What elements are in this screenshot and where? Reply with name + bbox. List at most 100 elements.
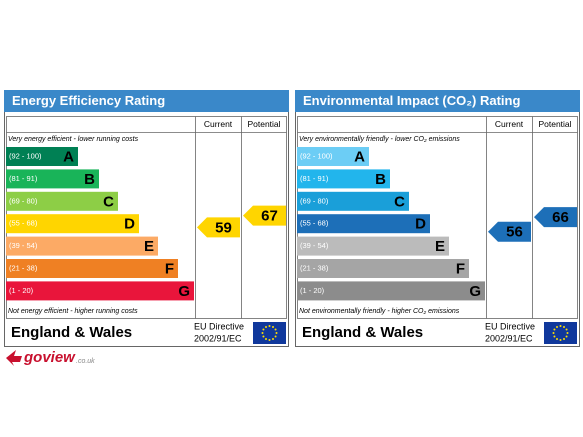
rating-panel: Energy Efficiency Rating Current Potential…	[4, 90, 289, 347]
column-header: Current	[495, 119, 524, 129]
eu-star	[556, 325, 558, 328]
panel-title: Environmental Impact (CO₂) Rating	[303, 93, 520, 108]
band-letter: F	[165, 260, 174, 277]
rating-value: 56	[506, 224, 523, 241]
band-letter: G	[178, 283, 190, 300]
rating-band	[6, 169, 99, 189]
band-letter: D	[415, 216, 426, 233]
column-header: Current	[204, 119, 233, 129]
band-letter: C	[103, 193, 114, 210]
footer-region: England & Wales	[302, 324, 423, 341]
rating-band	[6, 147, 78, 166]
rating-band	[297, 214, 430, 234]
directive: 2002/91/EC	[194, 333, 242, 343]
eu-star	[262, 335, 265, 338]
rating-arrow	[197, 217, 240, 238]
rating-band	[6, 281, 194, 301]
band-range: (1 - 20)	[300, 286, 325, 295]
rating-arrow	[243, 205, 286, 226]
footer-region: England & Wales	[11, 324, 132, 341]
top-note: Very energy efficient - lower running co…	[8, 136, 139, 143]
eu-star	[275, 332, 278, 334]
rating-value: 67	[261, 208, 278, 225]
band-letter: A	[354, 148, 365, 165]
eu-star	[556, 338, 558, 341]
band-letter: E	[435, 238, 445, 255]
band-range: (55 - 68)	[300, 219, 329, 228]
rating-band	[6, 191, 118, 211]
eu-star	[274, 328, 277, 331]
eu-star	[262, 328, 265, 331]
top-note: Very environmentally friendly - lower CO…	[299, 136, 460, 143]
rating-band	[6, 214, 139, 234]
band-range: (21 - 38)	[9, 263, 38, 272]
band-range: (39 - 54)	[9, 241, 38, 250]
band-range: (81 - 91)	[9, 174, 38, 183]
band-range: (21 - 38)	[300, 263, 329, 272]
band-range: (39 - 54)	[300, 241, 329, 250]
rating-band	[297, 236, 449, 256]
eu-star	[274, 335, 277, 338]
panel-title: Energy Efficiency Rating	[12, 93, 165, 108]
band-letter: A	[63, 148, 74, 165]
rating-band	[297, 259, 469, 278]
rating-band	[297, 147, 369, 166]
band-range: (69 - 80)	[300, 196, 329, 205]
eu-star	[272, 325, 274, 328]
eu-star	[268, 325, 271, 327]
band-letter: D	[124, 216, 135, 233]
rating-band	[297, 281, 485, 301]
directive: EU Directive	[194, 321, 244, 331]
rating-panel: Environmental Impact (CO₂) Rating Current…	[295, 90, 580, 347]
eu-star	[265, 338, 267, 341]
band-letter: B	[84, 171, 95, 188]
band-range: (69 - 80)	[9, 196, 38, 205]
eu-star	[261, 332, 264, 334]
band-range: (55 - 68)	[9, 219, 38, 228]
eu-star	[565, 335, 568, 338]
rating-band	[6, 259, 178, 278]
eu-star	[553, 328, 556, 331]
rating-arrow	[534, 207, 577, 228]
band-range: (81 - 91)	[300, 174, 329, 183]
bottom-note: Not energy efficient - higher running co…	[8, 308, 138, 315]
eu-star	[265, 325, 267, 328]
eu-star	[268, 339, 271, 341]
eu-star	[553, 335, 556, 338]
eu-star	[559, 339, 562, 341]
eu-star	[563, 325, 565, 328]
rating-band	[297, 191, 409, 211]
bottom-note: Not environmentally friendly - higher CO…	[299, 308, 460, 315]
band-letter: B	[375, 171, 386, 188]
eu-star	[565, 328, 568, 331]
eu-flag	[253, 322, 286, 344]
logo: goview .co.uk	[6, 349, 95, 366]
band-range: (1 - 20)	[9, 286, 34, 295]
rating-band	[297, 169, 390, 189]
eu-star	[552, 332, 555, 334]
panel-header	[4, 90, 289, 112]
directive: 2002/91/EC	[485, 333, 533, 343]
eu-star	[566, 332, 569, 334]
rating-value: 66	[552, 209, 569, 226]
column-header: Potential	[247, 119, 280, 129]
band-range: (92 - 100)	[9, 151, 42, 160]
rating-value: 59	[215, 219, 232, 236]
column-header: Potential	[538, 119, 571, 129]
eu-star	[272, 338, 274, 341]
panel-header	[295, 90, 580, 112]
logo-suffix: .co.uk	[76, 358, 95, 365]
logo-text: goview	[23, 349, 76, 366]
eu-flag	[544, 322, 577, 344]
logo-icon	[6, 350, 22, 366]
rating-arrow	[488, 221, 531, 242]
band-letter: F	[456, 260, 465, 277]
band-letter: G	[469, 283, 481, 300]
band-letter: E	[144, 238, 154, 255]
eu-star	[563, 338, 565, 341]
band-letter: C	[394, 193, 405, 210]
directive: EU Directive	[485, 321, 535, 331]
eu-star	[559, 325, 562, 327]
